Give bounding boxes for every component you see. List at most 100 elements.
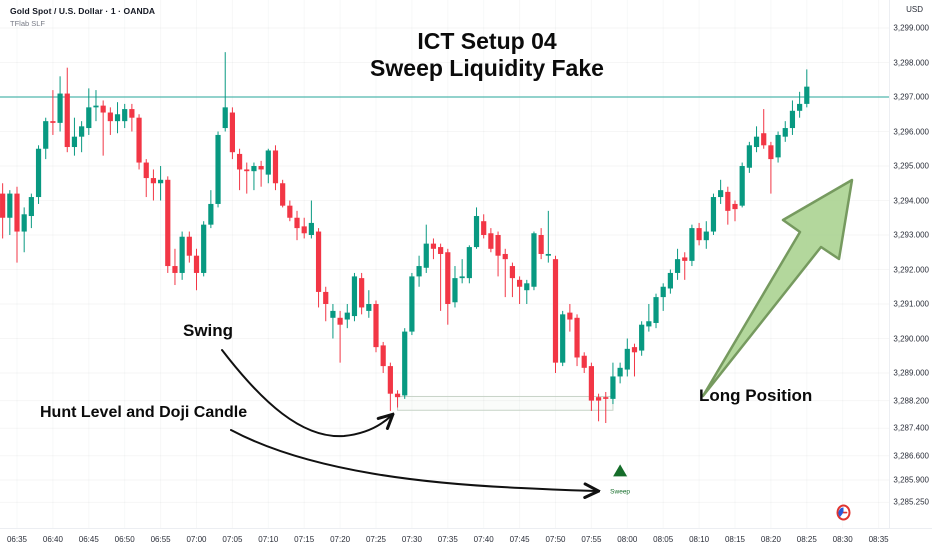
candle-down (294, 210, 300, 241)
candle-body (136, 117, 142, 163)
candle-body (761, 133, 767, 146)
price-axis[interactable]: USD 3,299.000 3,298.000 3,297.000 3,296.000… (886, 0, 932, 528)
candle-down (64, 67, 70, 153)
candle-body (359, 278, 365, 308)
candle-down (495, 231, 501, 277)
candle-up (308, 200, 314, 239)
candle-body (193, 255, 200, 273)
candle-body (739, 166, 745, 206)
hunt-level-box (397, 395, 614, 411)
candle-up (251, 162, 257, 191)
candle-body (682, 257, 688, 261)
candle-body (667, 272, 673, 289)
candle-body (646, 321, 652, 327)
candle-body (445, 252, 451, 304)
candle-body (215, 134, 221, 204)
candle-body (595, 397, 602, 401)
candle-up (43, 117, 49, 160)
indicator-label[interactable]: TFlab SLF (10, 19, 46, 28)
candle-up (402, 328, 408, 399)
candle-body (524, 283, 530, 291)
candle-body (696, 228, 702, 241)
candle-body (158, 179, 164, 184)
candle-body (280, 183, 286, 206)
candle-up (653, 293, 659, 329)
candle-up (689, 224, 695, 267)
candle-down (445, 248, 451, 325)
candle-body (71, 136, 78, 148)
economic-event-icon[interactable] (836, 504, 851, 521)
time-tick-label: 08:05 (653, 535, 674, 544)
candle-down (574, 314, 580, 367)
candle-body (222, 107, 228, 129)
candle-body (236, 153, 243, 170)
candle-body (689, 228, 695, 261)
candle-body (28, 197, 34, 217)
candle-up (222, 52, 228, 132)
time-tick-label: 07:15 (294, 535, 315, 544)
symbol-title[interactable]: Gold Spot / U.S. Dollar · 1 · OANDA (10, 6, 156, 16)
long-position-label: Long Position (699, 386, 813, 405)
sweep-triangle-icon (613, 464, 628, 477)
price-tick-label: 3,287.400 (893, 423, 929, 433)
candle-body (624, 348, 630, 370)
candle-up (7, 190, 13, 235)
candle-body (14, 193, 20, 232)
price-tick-label: 3,298.000 (893, 58, 929, 67)
candle-body (150, 178, 157, 184)
candle-up (28, 193, 34, 229)
candle-up (179, 231, 185, 280)
candle-down (595, 393, 602, 422)
candle-down (552, 255, 559, 373)
price-tick-label: 3,285.900 (893, 475, 929, 485)
candle-body (639, 324, 645, 351)
candle-body (107, 112, 113, 122)
candle-up (201, 221, 207, 277)
price-tick-label: 3,293.000 (893, 230, 929, 240)
price-tick-label: 3,295.000 (893, 161, 929, 171)
candle-up (775, 131, 781, 163)
candle-body (0, 193, 6, 218)
candle-up (524, 279, 530, 304)
candle-up (639, 321, 645, 356)
time-tick-label: 07:30 (401, 535, 422, 544)
candle-up (21, 207, 27, 253)
candle-up (804, 69, 810, 108)
candle-up (409, 272, 415, 336)
candle-up (610, 362, 616, 405)
candle-body (473, 216, 480, 248)
candle-up (423, 224, 429, 273)
candle-up (646, 304, 652, 332)
candle-body (610, 376, 616, 399)
candle-body (179, 236, 185, 273)
time-tick-label: 08:15 (724, 535, 746, 544)
candle-body (430, 243, 437, 249)
candle-body (753, 136, 760, 148)
candle-body (43, 121, 49, 149)
price-axis-border (889, 0, 890, 528)
candle-down (50, 90, 56, 135)
candle-up (215, 131, 221, 208)
candle-down (517, 276, 523, 304)
time-tick-label: 06:50 (114, 535, 135, 544)
candle-down (588, 362, 594, 411)
candle-down (165, 176, 171, 273)
candle-up (746, 141, 752, 173)
candle-body (50, 121, 56, 123)
setup-title-line2: Sweep Liquidity Fake (370, 55, 604, 81)
candle-down (761, 109, 767, 149)
candle-up (35, 145, 42, 204)
time-tick-label: 07:20 (330, 535, 351, 544)
candle-up (667, 269, 673, 294)
candle-down (315, 228, 322, 308)
candle-up (452, 266, 458, 308)
candle-down (0, 183, 6, 239)
candle-up (660, 283, 666, 311)
candle-down (236, 148, 243, 191)
candle-up (531, 231, 537, 291)
candle-down (696, 222, 702, 246)
candle-body (538, 235, 544, 254)
